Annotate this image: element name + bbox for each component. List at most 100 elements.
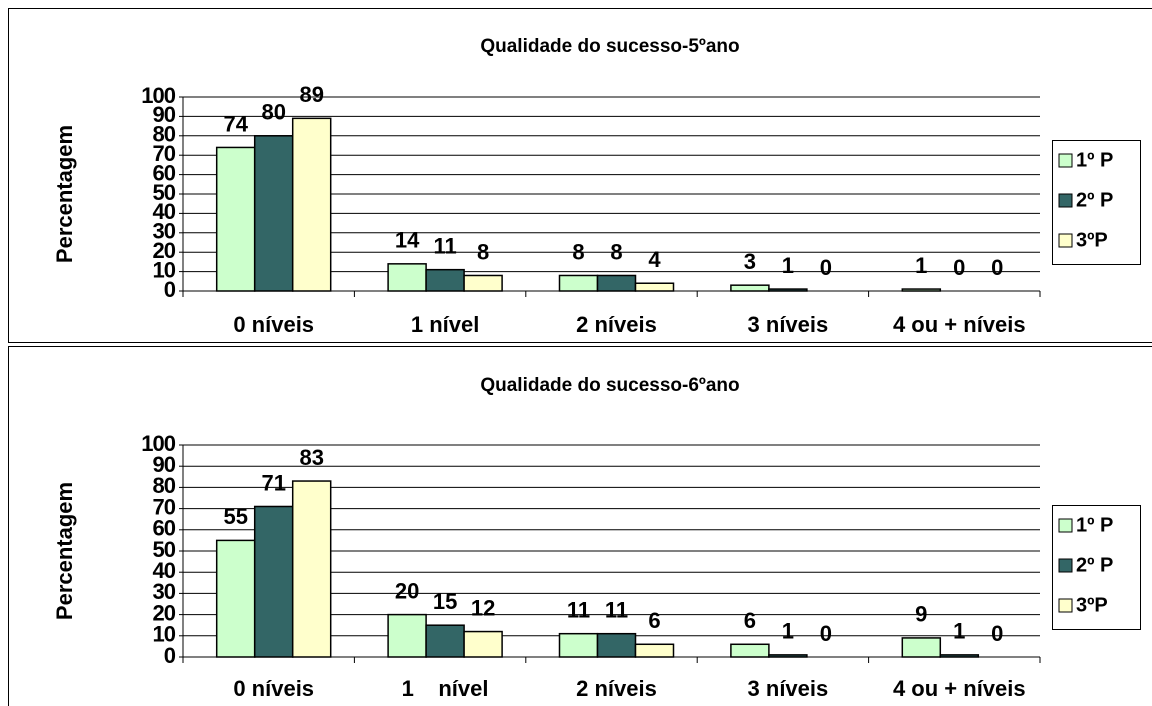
x-tick-label: 2 níveis bbox=[576, 312, 657, 337]
y-axis-label: Percentagem bbox=[52, 125, 77, 263]
y-tick-label: 30 bbox=[153, 579, 176, 604]
x-tick-label: 1 nível bbox=[402, 676, 489, 701]
data-label: 20 bbox=[395, 578, 419, 603]
y-tick-label: 100 bbox=[141, 431, 175, 456]
legend-swatch bbox=[1058, 598, 1073, 613]
bar bbox=[253, 135, 294, 292]
data-label: 11 bbox=[605, 597, 628, 622]
y-tick-label: 40 bbox=[153, 199, 176, 224]
legend-label: 1º P bbox=[1076, 149, 1113, 171]
bar bbox=[730, 643, 770, 658]
y-tick-label: 90 bbox=[153, 452, 176, 477]
y-tick-label: 10 bbox=[153, 257, 176, 282]
data-label: 55 bbox=[223, 504, 247, 529]
data-label: 74 bbox=[223, 111, 248, 136]
data-label: 8 bbox=[572, 239, 584, 264]
y-tick-label: 20 bbox=[153, 600, 176, 625]
bar bbox=[463, 274, 503, 292]
x-tick-label: 2 níveis bbox=[576, 676, 657, 701]
y-tick-label: 0 bbox=[164, 643, 176, 668]
data-label: 0 bbox=[991, 621, 1003, 646]
chart: Qualidade do sucesso-6ºanoPercentagem010… bbox=[8, 346, 1152, 706]
data-label: 1 bbox=[915, 253, 927, 278]
y-tick-label: 80 bbox=[153, 122, 176, 147]
chart-title: Qualidade do sucesso-6ºano bbox=[480, 375, 739, 396]
chart-title: Qualidade do sucesso-5ºano bbox=[480, 36, 739, 57]
legend-label: 2º P bbox=[1076, 554, 1113, 576]
data-label: 0 bbox=[820, 255, 832, 280]
data-label: 6 bbox=[744, 608, 756, 633]
bar bbox=[901, 637, 942, 658]
bar bbox=[387, 613, 427, 658]
legend-swatch bbox=[1058, 153, 1073, 168]
bar bbox=[253, 505, 294, 658]
y-tick-label: 50 bbox=[153, 537, 176, 562]
y-tick-label: 60 bbox=[153, 160, 176, 185]
data-label: 6 bbox=[648, 608, 660, 633]
bar bbox=[596, 632, 637, 658]
bar bbox=[558, 632, 599, 658]
legend-label: 3ºP bbox=[1076, 229, 1108, 251]
y-tick-label: 100 bbox=[141, 83, 175, 108]
data-label: 3 bbox=[744, 249, 756, 274]
y-tick-label: 70 bbox=[153, 494, 176, 519]
x-tick-label: 0 níveis bbox=[233, 676, 314, 701]
y-tick-label: 20 bbox=[153, 238, 176, 263]
data-label: 0 bbox=[820, 621, 832, 646]
x-tick-label: 0 níveis bbox=[233, 312, 314, 337]
data-label: 12 bbox=[471, 595, 495, 620]
bar bbox=[634, 643, 675, 658]
data-label: 8 bbox=[477, 239, 489, 264]
bar bbox=[463, 630, 503, 658]
chart: Qualidade do sucesso-5ºanoPercentagem010… bbox=[8, 8, 1152, 343]
bar bbox=[387, 263, 427, 292]
y-tick-label: 30 bbox=[153, 219, 176, 244]
data-label: 89 bbox=[299, 82, 323, 107]
legend-label: 3ºP bbox=[1076, 594, 1108, 616]
bar bbox=[215, 146, 256, 292]
y-tick-label: 70 bbox=[153, 141, 176, 166]
y-tick-label: 60 bbox=[153, 516, 176, 541]
legend-swatch bbox=[1058, 233, 1073, 248]
data-label: 9 bbox=[915, 602, 927, 627]
legend-label: 2º P bbox=[1076, 189, 1113, 211]
bar bbox=[425, 268, 465, 292]
data-label: 0 bbox=[953, 255, 965, 280]
y-tick-label: 40 bbox=[153, 558, 176, 583]
data-label: 14 bbox=[395, 228, 420, 253]
legend-label: 1º P bbox=[1076, 514, 1113, 536]
y-tick-label: 90 bbox=[153, 102, 176, 127]
legend-swatch bbox=[1058, 558, 1073, 573]
x-tick-label: 3 níveis bbox=[748, 312, 829, 337]
data-label: 1 bbox=[953, 619, 965, 644]
y-tick-label: 50 bbox=[153, 180, 176, 205]
data-label: 15 bbox=[433, 589, 457, 614]
bar bbox=[596, 274, 637, 292]
data-label: 80 bbox=[261, 100, 285, 125]
data-label: 8 bbox=[610, 239, 622, 264]
bar bbox=[558, 274, 599, 292]
y-axis-label: Percentagem bbox=[52, 482, 77, 620]
chart-frame bbox=[8, 8, 1152, 343]
bar bbox=[634, 282, 675, 292]
x-tick-label: 3 níveis bbox=[748, 676, 829, 701]
data-label: 83 bbox=[299, 445, 323, 470]
legend-swatch bbox=[1058, 193, 1073, 208]
x-tick-label: 4 ou + níveis bbox=[893, 676, 1026, 701]
y-tick-label: 80 bbox=[153, 473, 176, 498]
data-label: 1 bbox=[782, 619, 794, 644]
data-label: 71 bbox=[261, 470, 285, 495]
data-label: 11 bbox=[567, 597, 590, 622]
data-label: 11 bbox=[433, 233, 456, 258]
bar bbox=[425, 624, 465, 658]
x-tick-label: 4 ou + níveis bbox=[893, 312, 1026, 337]
y-tick-label: 0 bbox=[164, 277, 176, 302]
bar bbox=[291, 117, 332, 292]
y-tick-label: 10 bbox=[153, 622, 176, 647]
data-label: 4 bbox=[648, 247, 661, 272]
bar bbox=[730, 284, 770, 292]
bar bbox=[215, 539, 256, 658]
data-label: 0 bbox=[991, 255, 1003, 280]
bar bbox=[291, 480, 332, 658]
